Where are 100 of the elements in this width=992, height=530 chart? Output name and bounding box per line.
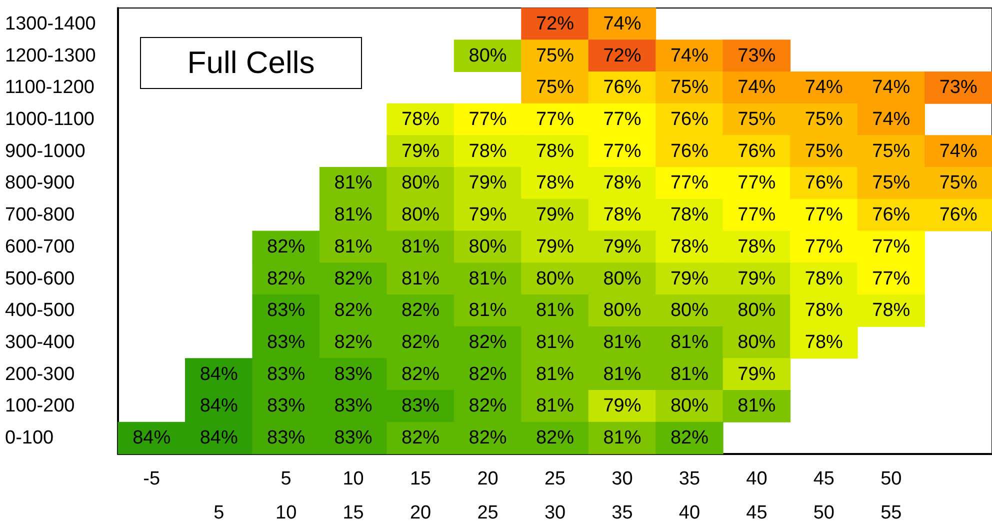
data-label: 81%: [402, 236, 440, 258]
data-label: 77%: [804, 236, 844, 258]
data-label: 84%: [200, 364, 238, 385]
data-label: 83%: [334, 364, 372, 385]
data-label: 78%: [402, 109, 440, 130]
data-label: 82%: [670, 428, 709, 449]
data-label: 77%: [738, 204, 776, 226]
data-label: 81%: [536, 300, 574, 322]
data-label: 82%: [402, 364, 440, 385]
x-tick-label: 30 35: [612, 468, 633, 524]
data-label: 78%: [536, 172, 574, 194]
data-label: 82%: [468, 332, 507, 353]
data-label: 77%: [872, 236, 910, 258]
data-label: 76%: [670, 109, 709, 130]
data-label: 77%: [670, 172, 709, 194]
data-label: 81%: [603, 428, 642, 449]
data-label: 82%: [402, 428, 440, 449]
data-label: 72%: [536, 13, 574, 34]
y-tick-label: 1000-1100: [5, 109, 94, 130]
data-label: 75%: [939, 172, 978, 194]
text-box: Full Cells: [140, 37, 362, 89]
y-tick-label: 1200-1300: [5, 45, 96, 66]
data-label: 79%: [536, 204, 574, 226]
data-label: 79%: [670, 268, 709, 290]
data-label: 83%: [267, 332, 306, 353]
data-label: 79%: [402, 140, 440, 162]
data-label: 82%: [334, 332, 372, 353]
data-label: 83%: [267, 428, 306, 449]
data-label: 74%: [939, 140, 978, 162]
data-label: 80%: [468, 236, 507, 258]
data-label: 81%: [468, 268, 507, 290]
data-label: 77%: [872, 268, 910, 290]
data-label: 80%: [603, 300, 642, 322]
data-label: 78%: [872, 300, 910, 322]
data-label: 80%: [402, 204, 440, 226]
data-label: 75%: [738, 109, 776, 130]
data-label: 82%: [267, 268, 306, 290]
data-label: 79%: [536, 236, 574, 258]
y-tick-label: 500-600: [5, 268, 75, 290]
data-label: 79%: [468, 172, 507, 194]
data-label: 74%: [872, 77, 910, 98]
data-label: 80%: [536, 268, 574, 290]
data-label: 82%: [402, 300, 440, 322]
data-label: 77%: [468, 109, 507, 130]
data-label: 83%: [267, 364, 306, 385]
y-tick-label: 600-700: [5, 236, 75, 258]
data-label: 80%: [402, 172, 440, 194]
y-tick-label: 800-900: [5, 172, 75, 194]
data-label: 78%: [670, 236, 709, 258]
data-label: 78%: [536, 140, 574, 162]
data-label: 78%: [670, 204, 709, 226]
data-label: 81%: [334, 204, 372, 226]
data-label: 80%: [468, 45, 507, 66]
data-label: 75%: [872, 172, 910, 194]
data-label: 81%: [603, 332, 642, 353]
data-label: 79%: [603, 236, 642, 258]
data-label: 79%: [603, 396, 642, 417]
data-label: 81%: [402, 268, 440, 290]
data-label: 78%: [804, 268, 844, 290]
data-label: 82%: [402, 332, 440, 353]
data-label: 84%: [200, 428, 238, 449]
data-label: 75%: [536, 45, 574, 66]
data-label: 81%: [670, 332, 709, 353]
x-tick-label: -5: [143, 468, 160, 490]
data-label: 84%: [132, 428, 171, 449]
y-tick-label: 400-500: [5, 300, 75, 322]
data-label: 81%: [334, 172, 372, 194]
x-tick-label: 20 25: [477, 468, 498, 524]
data-label: 73%: [939, 77, 978, 98]
y-tick-label: 100-200: [5, 396, 75, 417]
y-tick-label: 900-1000: [5, 140, 86, 162]
data-label: 83%: [402, 396, 440, 417]
data-label: 76%: [804, 172, 844, 194]
data-label: 76%: [872, 204, 910, 226]
data-label: 82%: [468, 396, 507, 417]
data-label: 74%: [670, 45, 709, 66]
data-label: 81%: [738, 396, 776, 417]
data-label: 82%: [468, 428, 507, 449]
x-tick-label: 10 15: [342, 468, 364, 524]
data-label: 78%: [804, 332, 844, 353]
x-tick-label: 5 10: [276, 468, 297, 524]
data-label: 80%: [670, 396, 709, 417]
data-label: 74%: [804, 77, 844, 98]
data-label: 77%: [804, 204, 844, 226]
x-tick-label: 5: [214, 502, 224, 524]
y-tick-label: 700-800: [5, 204, 75, 226]
data-label: 79%: [738, 364, 776, 385]
x-tick-label: 25 30: [544, 468, 566, 524]
data-label: 80%: [603, 268, 642, 290]
data-label: 82%: [267, 236, 306, 258]
data-label: 83%: [267, 300, 306, 322]
data-label: 77%: [536, 109, 574, 130]
data-label: 83%: [267, 396, 306, 417]
data-label: 79%: [738, 268, 776, 290]
data-label: 79%: [468, 204, 507, 226]
data-label: 77%: [603, 109, 642, 130]
data-label: 76%: [939, 204, 978, 226]
data-label: 82%: [334, 268, 372, 290]
data-label: 73%: [738, 45, 776, 66]
data-label: 75%: [536, 77, 574, 98]
